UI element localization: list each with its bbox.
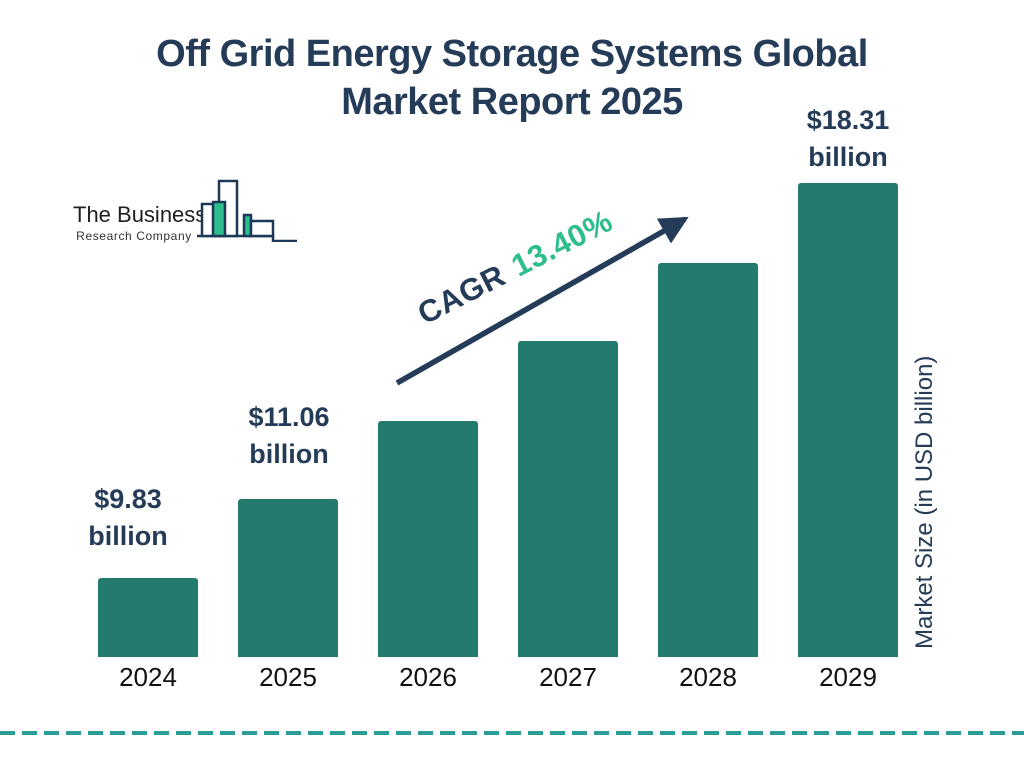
x-axis-label-2027: 2027 — [539, 662, 597, 692]
x-axis-label-2029: 2029 — [819, 662, 877, 692]
value-label-2025-amount: $11.06 — [248, 402, 330, 432]
chart-title-line2: Market Report 2025 — [341, 81, 683, 123]
value-label-2029-amount: $18.31 — [806, 105, 890, 135]
bar-2024 — [98, 578, 198, 657]
value-label-2024-unit: billion — [88, 521, 168, 551]
x-axis-label-2028: 2028 — [679, 662, 737, 692]
x-axis-labels: 2024 2025 2026 2027 2028 2029 — [98, 662, 898, 693]
bar-2028 — [658, 263, 758, 657]
bar-2029 — [798, 183, 898, 657]
bars-row — [98, 183, 898, 657]
bar-2026 — [378, 421, 478, 657]
value-label-2024: $9.83 billion — [53, 481, 203, 555]
value-label-2025-unit: billion — [249, 439, 329, 469]
y-axis-label: Market Size (in USD billion) — [911, 355, 938, 649]
value-label-2024-amount: $9.83 — [94, 484, 162, 514]
value-label-2029-unit: billion — [808, 142, 888, 172]
brand-name: The Business — [73, 202, 207, 227]
chart-title-line1: Off Grid Energy Storage Systems Global — [156, 33, 868, 75]
bottom-dashed-divider — [0, 731, 1024, 735]
x-axis-label-2026: 2026 — [399, 662, 457, 692]
trend-arrow-icon — [395, 216, 689, 386]
brand-logo: The Business Research Company — [73, 178, 297, 243]
bar-2027 — [518, 341, 618, 657]
x-axis-label-2024: 2024 — [119, 662, 177, 692]
brand-subname: Research Company — [76, 229, 192, 243]
bar-chart-logo-icon — [197, 179, 297, 242]
value-label-2029: $18.31 billion — [773, 102, 923, 176]
chart-title: Off Grid Energy Storage Systems Global M… — [0, 30, 1024, 126]
x-axis-label-2025: 2025 — [259, 662, 317, 692]
bar-2025 — [238, 499, 338, 657]
value-label-2025: $11.06 billion — [214, 399, 364, 473]
brand-logo-text: The Business Research Company — [73, 202, 207, 243]
